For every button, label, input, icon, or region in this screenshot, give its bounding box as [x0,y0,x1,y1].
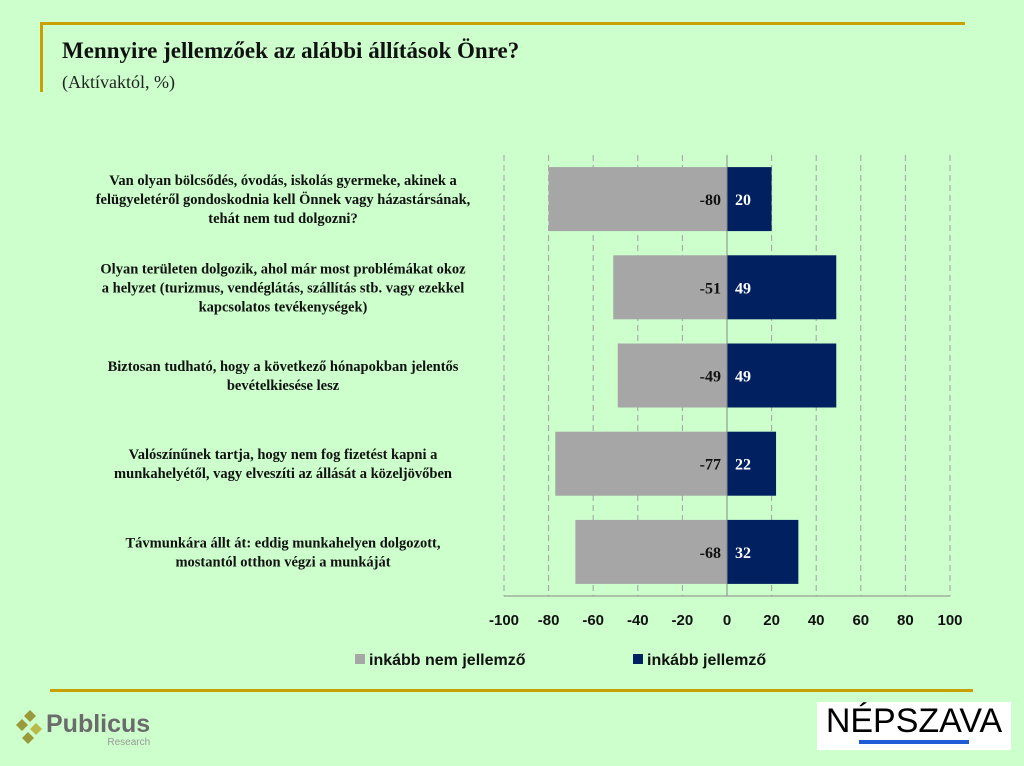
publicus-sub: Research [107,737,151,748]
x-tick-label: -80 [538,612,560,629]
bar-nem-jellemzo [575,519,727,584]
legend-label: inkább jellemző [647,652,766,669]
chart-subtitle: (Aktívaktól, %) [62,72,175,92]
category-label: Olyan területen dolgozik, ahol már most … [100,261,466,277]
data-label: 22 [735,457,751,474]
x-tick-label: 20 [763,612,780,629]
category-label: kapcsolatos tevékenységek) [199,299,368,315]
data-label: -49 [700,369,721,386]
nepszava-strip [859,740,969,744]
category-label: Valószínűnek tartja, hogy nem fog fizeté… [129,447,439,463]
bar-jellemzo [727,519,799,584]
bottom-rule [50,689,973,692]
data-label: 32 [735,545,751,562]
data-label: 49 [735,280,751,297]
x-tick-label: -40 [627,612,649,629]
bar-jellemzo [727,255,837,320]
data-label: -80 [700,192,721,209]
x-tick-label: 0 [723,612,731,629]
bar-jellemzo [727,167,772,232]
chart-title: Mennyire jellemzőek az alábbi állítások … [62,38,520,63]
bar-jellemzo [727,343,837,408]
data-label: -68 [700,545,721,562]
category-label: tehát nem tud dolgozni? [208,211,357,227]
category-label: Van olyan bölcsődés, óvodás, iskolás gye… [109,173,457,189]
category-label: Távmunkára állt át: eddig munkahelyen do… [126,535,441,551]
x-tick-label: 80 [897,612,914,629]
category-label: a helyzet (turizmus, vendéglátás, szállí… [102,280,464,296]
x-tick-label: -20 [672,612,694,629]
x-tick-label: 40 [808,612,825,629]
nepszava-name: NÉPSZAVA [825,702,1003,740]
legend-swatch [633,654,643,664]
x-tick-label: 60 [852,612,869,629]
category-label: bevételkiesése lesz [227,378,340,394]
x-tick-label: -100 [489,612,519,629]
bar-nem-jellemzo [613,255,727,320]
bar-nem-jellemzo [548,167,727,232]
data-label: 20 [735,192,751,209]
category-label: munkahelyétől, vagy elveszíti az állását… [114,466,452,482]
bar-nem-jellemzo [555,431,727,496]
x-tick-label: 100 [937,612,962,629]
bar-jellemzo [727,431,777,496]
top-rule [40,22,965,25]
x-tick-label: -60 [582,612,604,629]
category-label: mostantól otthon végzi a munkáját [175,554,390,570]
publicus-logo: Publicus Research [14,710,150,750]
category-label: felügyeletéről gondoskodnia kell Önnek v… [96,191,471,208]
left-rule [40,22,43,92]
category-label: Biztosan tudható, hogy a következő hónap… [108,359,459,375]
data-label: -51 [700,280,721,297]
publicus-diamond-icon [16,710,42,744]
legend-swatch [355,654,365,664]
bar-nem-jellemzo [617,343,727,408]
data-label: -77 [700,457,721,474]
publicus-name: Publicus [46,710,151,738]
data-label: 49 [735,369,751,386]
legend-label: inkább nem jellemző [369,652,526,669]
nepszava-logo: NÉPSZAVA [817,702,1011,750]
